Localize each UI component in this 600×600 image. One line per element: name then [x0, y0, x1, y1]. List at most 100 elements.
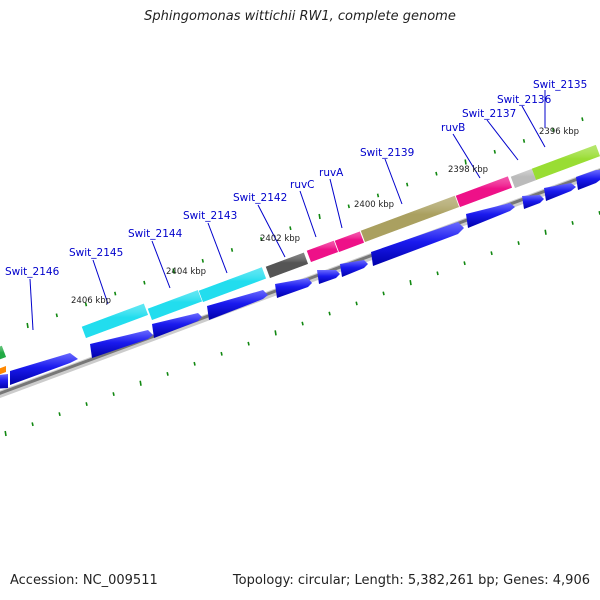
gene-feature-highlight [0, 345, 6, 360]
label-leader-line [452, 133, 481, 179]
cds-arrow [340, 260, 368, 277]
tick-mark [318, 213, 321, 220]
label-leader-line [486, 119, 519, 161]
gene-label[interactable]: ruvB [441, 122, 465, 134]
tick-mark [435, 171, 438, 176]
gene-label[interactable]: Swit_2137 [462, 108, 516, 120]
tick-mark [490, 251, 493, 256]
map-title: Sphingomonas wittichii RW1, complete gen… [144, 9, 456, 24]
cds-arrow [0, 374, 8, 389]
outer-tick-ring [26, 117, 584, 329]
gene-label[interactable]: Swit_2143 [183, 210, 237, 222]
scale-label: 2400 kbp [354, 200, 394, 210]
gene-label[interactable]: Swit_2144 [128, 228, 183, 240]
cds-arrow [544, 183, 576, 201]
gene-label[interactable]: Swit_2139 [360, 147, 414, 159]
tick-mark [328, 311, 331, 316]
tick-mark [406, 182, 409, 187]
label-leader-line [521, 105, 546, 148]
tick-mark [84, 302, 88, 307]
tick-mark [247, 341, 250, 346]
cds-arrow [10, 353, 78, 385]
tick-mark [493, 149, 496, 154]
tick-mark [301, 321, 304, 326]
tick-mark [581, 117, 584, 122]
tick-mark [26, 322, 29, 329]
gene-label[interactable]: Swit_2146 [5, 266, 60, 278]
tick-mark [522, 139, 526, 143]
label-leader-line [151, 240, 171, 289]
gene-feature-track [0, 144, 600, 375]
tick-mark [436, 271, 439, 276]
scale-label: 2396 kbp [539, 127, 579, 137]
tick-mark [464, 159, 467, 165]
tick-mark [382, 291, 385, 296]
tick-mark [114, 291, 117, 296]
label-leader-line [329, 178, 343, 229]
inner-tick-ring [4, 211, 600, 437]
gene-feature-highlight [147, 290, 202, 320]
tick-mark [376, 193, 380, 198]
tick-mark [166, 371, 169, 376]
tick-mark [552, 128, 555, 132]
genome-summary-text: Topology: circular; Length: 5,382,261 bp… [232, 573, 590, 588]
gene-label[interactable]: ruvA [319, 167, 344, 179]
gene-label[interactable]: Swit_2145 [69, 247, 123, 259]
scale-label: 2402 kbp [260, 234, 300, 244]
cds-arrow [90, 330, 153, 358]
label-leader-line [384, 158, 403, 205]
gene-feature-highlight [306, 240, 338, 262]
cds-arrow [371, 222, 464, 266]
tick-mark [289, 226, 292, 231]
gene-feature-highlight [360, 195, 459, 242]
tick-mark [220, 351, 223, 356]
tick-mark [347, 204, 350, 209]
tick-mark [31, 422, 34, 427]
gene-feature-highlight [334, 231, 364, 252]
tick-mark [274, 330, 277, 336]
label-leader-line [29, 278, 34, 331]
tick-mark [172, 268, 175, 274]
gene-feature-highlight [81, 303, 148, 338]
gene-label[interactable]: Swit_2135 [533, 79, 587, 91]
tick-mark [139, 380, 142, 386]
cds-arrow [275, 278, 312, 298]
tick-mark [517, 241, 520, 246]
scale-label-layer: 2396 kbp 2398 kbp 2400 kbp 2402 kbp 2404 kbp… [71, 127, 579, 306]
tick-mark [4, 430, 7, 437]
label-leader-line [257, 204, 286, 258]
cds-arrow [466, 203, 515, 228]
gene-label[interactable]: ruvC [290, 179, 315, 191]
tick-mark [355, 301, 358, 306]
gene-label[interactable]: Swit_2136 [497, 94, 552, 106]
tick-mark [544, 229, 547, 235]
cds-track [0, 170, 600, 389]
tick-mark [201, 258, 204, 263]
tick-mark [55, 313, 58, 318]
label-leader-line [299, 190, 317, 238]
tick-mark [463, 261, 466, 266]
scale-label: 2404 kbp [166, 267, 206, 277]
tick-mark [112, 392, 115, 396]
cds-arrow [522, 195, 544, 209]
gene-feature-highlight [510, 168, 536, 188]
tick-mark [409, 279, 412, 286]
cds-arrow [152, 313, 202, 338]
tick-mark [193, 361, 196, 366]
gene-label-layer: Swit_2135 Swit_2136 Swit_2137 ruvB Swit_2139… [5, 79, 587, 331]
tick-mark [230, 248, 234, 252]
label-leader-line [207, 222, 228, 274]
accession-text: Accession: NC_009511 [10, 573, 158, 588]
gene-label[interactable]: Swit_2142 [233, 192, 287, 204]
scale-label: 2398 kbp [448, 165, 488, 175]
gene-feature-highlight [455, 176, 512, 207]
cds-arrow [207, 290, 268, 320]
cds-arrow [317, 270, 340, 284]
gene-feature-highlight [198, 267, 266, 302]
label-leader-line [92, 259, 109, 305]
tick-mark [143, 280, 146, 285]
gene-feature-highlight [531, 144, 600, 180]
cds-arrow [576, 170, 600, 190]
gene-feature-edge [0, 366, 6, 375]
